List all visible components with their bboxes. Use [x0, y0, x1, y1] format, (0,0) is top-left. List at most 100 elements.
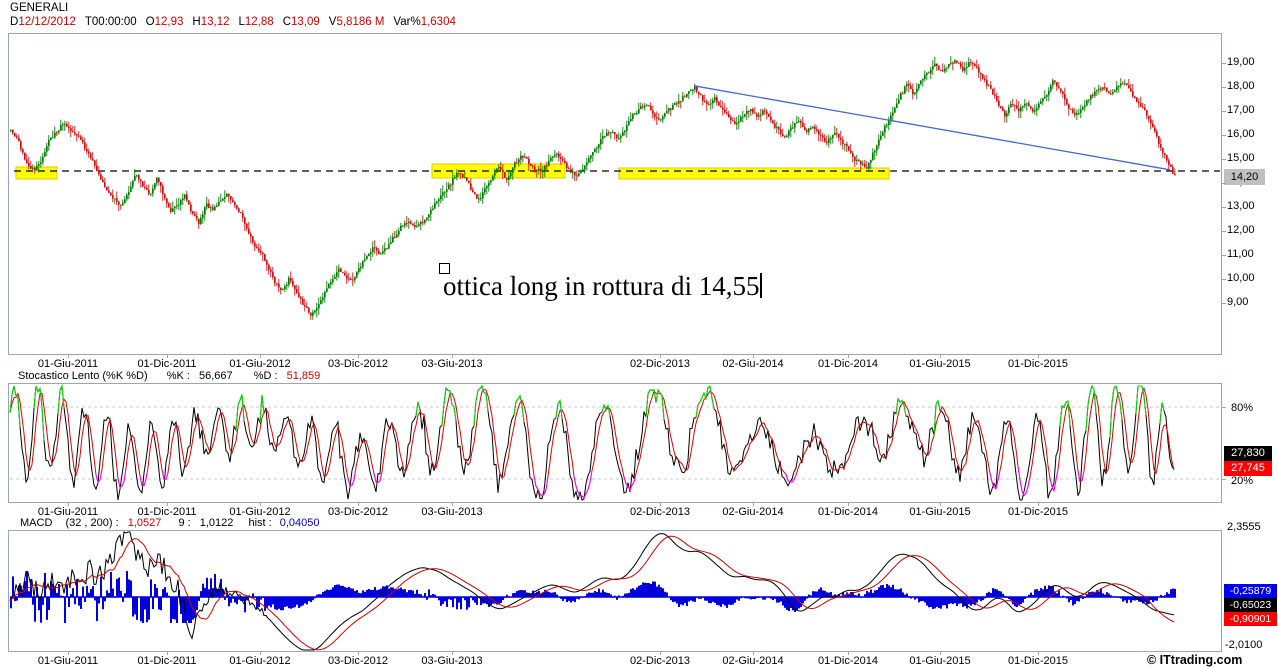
macd-scale-bottom-label: -2,0100	[1225, 639, 1263, 651]
date-label: 01-Dic-2015	[1008, 358, 1068, 370]
axis-tick	[660, 355, 661, 358]
support-zone[interactable]	[618, 167, 890, 180]
macd-date-axis: 01-Giu-2011 01-Dic-2011 01-Giu-2012 03-Dic-…	[0, 654, 1278, 667]
quote-line: D12/12/2012 T00:00:00 O12,93 H13,12 L12,88 C1…	[10, 16, 465, 28]
price-date-axis: 01-Giu-2011 01-Dic-2011 01-Giu-2012 03-Dic-…	[0, 357, 1278, 370]
macd-signal-badge: -0,90901	[1224, 612, 1277, 626]
macd-chart-canvas[interactable]	[9, 531, 1221, 651]
macd-signal-value: 1,0122	[199, 517, 234, 529]
axis-tick	[260, 503, 261, 506]
axis-tick	[452, 503, 453, 506]
quote-field-D: D12/12/2012	[10, 16, 76, 28]
axis-tick	[452, 355, 453, 358]
macd-panel	[8, 530, 1222, 652]
macd-signal-label: 9 :	[178, 517, 191, 529]
price-tick	[1222, 231, 1226, 232]
quote-field-H: H13,12	[192, 16, 230, 28]
macd-hist-value: 0,04050	[279, 517, 320, 529]
axis-tick	[1038, 355, 1039, 358]
axis-tick	[68, 355, 69, 358]
price-label: 18,00	[1227, 80, 1255, 92]
axis-tick	[452, 652, 453, 655]
date-label: 02-Giu-2014	[722, 358, 784, 370]
quote-field-O: O12,93	[145, 16, 184, 28]
axis-tick	[848, 652, 849, 655]
date-label: 03-Dic-2012	[328, 358, 388, 370]
axis-tick	[940, 355, 941, 358]
price-tick	[1222, 111, 1226, 112]
date-label: 01-Dic-2011	[137, 655, 197, 667]
stochastic-panel	[8, 383, 1222, 503]
axis-tick	[848, 355, 849, 358]
copyright-watermark: © ITtrading.com	[1147, 653, 1243, 667]
date-label: 03-Giu-2013	[421, 655, 483, 667]
stochastic-k-badge: 27,830	[1224, 446, 1272, 461]
price-tick	[1222, 183, 1226, 184]
price-tick	[1222, 135, 1226, 136]
macd-title: MACD	[20, 517, 53, 529]
axis-tick	[753, 652, 754, 655]
quote-field-V: V5,8186 M	[328, 16, 385, 28]
date-label: 03-Giu-2013	[421, 506, 483, 518]
axis-tick	[1038, 652, 1039, 655]
axis-tick	[260, 652, 261, 655]
axis-tick	[68, 503, 69, 506]
macd-hist-badge: -0,25879	[1224, 584, 1277, 598]
date-label: 01-Giu-2015	[909, 506, 971, 518]
axis-tick	[358, 355, 359, 358]
last-price-badge: 14,20	[1224, 169, 1265, 185]
axis-tick	[167, 355, 168, 358]
date-label: 01-Giu-2015	[909, 358, 971, 370]
trendline[interactable]	[693, 85, 1171, 171]
date-label: 01-Dic-2014	[818, 655, 878, 667]
date-label: 01-Giu-2012	[229, 655, 291, 667]
stochastic-upper-guide-label: 80%	[1231, 402, 1254, 414]
macd-header: MACD (32 , 200) : 1,0527 9 : 1,0122 hist…	[20, 517, 320, 529]
stoch-guide-tick	[1222, 407, 1226, 408]
macd-line-badge: -0,65023	[1224, 598, 1277, 612]
chart-text-annotation[interactable]: ottica long in rottura di 14,55	[443, 271, 763, 302]
date-label: 02-Dic-2013	[630, 655, 690, 667]
price-tick	[1222, 87, 1226, 88]
axis-tick	[68, 652, 69, 655]
stochastic-k-label: %K :	[166, 370, 190, 382]
stochastic-date-axis: 01-Giu-2011 01-Dic-2011 01-Giu-2012 03-Dic-…	[0, 505, 1278, 518]
quote-field-Var: Var%1,6304	[393, 16, 456, 28]
macd-value: 1,0527	[127, 517, 162, 529]
stochastic-chart-canvas[interactable]	[9, 384, 1221, 502]
annotation-text: ottica long in rottura di 14,55	[443, 271, 760, 301]
stochastic-header: Stocastico Lento (%K %D) %K : 56,667 %D …	[18, 370, 320, 382]
axis-tick	[660, 652, 661, 655]
axis-tick	[167, 503, 168, 506]
symbol-title: GENERALI	[10, 2, 69, 14]
stochastic-d-label: %D :	[253, 370, 278, 382]
price-label: 12,00	[1227, 224, 1255, 236]
price-label: 17,00	[1227, 104, 1255, 116]
stoch-guide-tick	[1222, 479, 1226, 480]
date-label: 01-Giu-2015	[909, 655, 971, 667]
date-label: 03-Giu-2013	[421, 358, 483, 370]
stochastic-d-value: 51,859	[286, 370, 321, 382]
date-label: 01-Giu-2011	[37, 506, 99, 518]
price-tick	[1222, 279, 1226, 280]
axis-tick	[660, 503, 661, 506]
annotation-anchor-handle[interactable]	[439, 263, 450, 274]
axis-tick	[358, 652, 359, 655]
date-label: 01-Dic-2011	[137, 358, 197, 370]
date-label: 01-Giu-2011	[37, 358, 99, 370]
date-label: 03-Dic-2012	[328, 506, 388, 518]
price-tick	[1222, 159, 1226, 160]
price-chart-canvas[interactable]	[9, 34, 1221, 354]
date-label: 01-Giu-2012	[229, 506, 291, 518]
price-label: 16,00	[1227, 128, 1255, 140]
quote-field-T: T00:00:00	[84, 16, 137, 28]
date-label: 01-Giu-2011	[37, 655, 99, 667]
axis-tick	[940, 652, 941, 655]
price-label: 9,00	[1227, 296, 1249, 308]
price-label: 15,00	[1227, 152, 1255, 164]
date-label: 01-Giu-2012	[229, 358, 291, 370]
date-label: 02-Giu-2014	[722, 506, 784, 518]
macd-params-label: (32 , 200) :	[65, 517, 119, 529]
stochastic-title: Stocastico Lento (%K %D)	[18, 370, 148, 382]
price-label: 10,00	[1227, 272, 1255, 284]
